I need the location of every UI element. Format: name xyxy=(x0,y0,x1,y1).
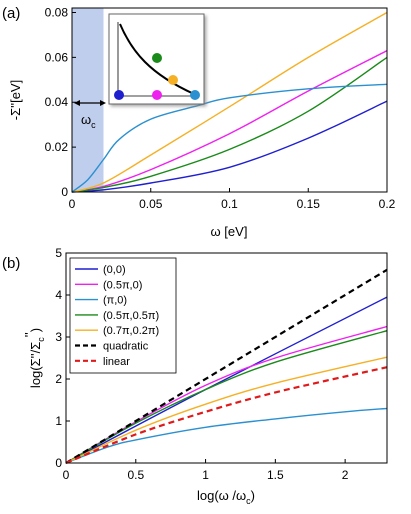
panel-b-legend: (0,0) (0.5π,0) (π,0) (0.5π,0.5π) (0.7π,0.2π)… xyxy=(69,257,177,374)
inset-marker-pi-0 xyxy=(190,90,200,100)
legend-label-4: (0.7π,0.2π) xyxy=(103,325,159,337)
panel-a-ytick-label: 0.06 xyxy=(45,50,69,64)
panel-b-xtick-label: 0 xyxy=(63,468,70,482)
panel-a-ytick-label: 0.08 xyxy=(45,5,69,19)
legend-label-2: (π,0) xyxy=(103,295,127,307)
panel-b-xlabel: log(ω /ωc) xyxy=(197,488,255,506)
omega-c-label: ωc xyxy=(81,112,96,130)
panel-b-xtick-label: 2 xyxy=(342,468,349,482)
panel-b-ylabel: log(Σ''/Σc'') xyxy=(22,328,46,388)
inset-marker-0-0 xyxy=(114,90,124,100)
legend-label-5: quadratic xyxy=(103,341,149,353)
panel-b-series-line-2 xyxy=(65,407,388,464)
panel-b-series-line-4 xyxy=(65,356,388,464)
panel-a-inset xyxy=(108,13,205,105)
panel-b-ticks: 0 0.5 1 1.5 2 0 1 2 3 4 5 xyxy=(55,246,348,482)
panel-a-ytick-label: 0.04 xyxy=(45,95,69,109)
panel-a-series-line-2 xyxy=(71,56,388,193)
omega-c-arrow xyxy=(74,100,106,106)
panel-a-series-line-4 xyxy=(71,83,388,193)
panel-b-series-line-6 xyxy=(65,366,388,465)
panel-a-series-line-1 xyxy=(71,49,388,193)
panel-b-series xyxy=(65,268,388,465)
panel-b-series-line-5 xyxy=(65,268,388,464)
panel-a-label: (a) xyxy=(2,5,20,22)
panel-b-ytick-label: 3 xyxy=(55,330,62,344)
panel-a-ticks: 0 0.05 0.1 0.15 0.2 0 0.02 0.04 0.06 0.08 xyxy=(45,5,396,211)
panel-b-label: (b) xyxy=(2,255,20,272)
panel-b-xtick-label: 1.5 xyxy=(267,468,284,482)
panel-b-xtick-label: 1 xyxy=(202,468,209,482)
inset-marker-0p5pi-0 xyxy=(152,90,162,100)
inset-marker-0p5pi-0p5pi xyxy=(152,53,162,63)
legend-label-3: (0.5π,0.5π) xyxy=(103,310,159,322)
panel-a-series-line-0 xyxy=(71,100,388,193)
panel-a-ytick-label: 0 xyxy=(61,185,68,199)
inset-fermi-surface xyxy=(119,23,195,95)
legend-label-6: linear xyxy=(103,356,130,368)
panel-b-ytick-label: 2 xyxy=(55,372,62,386)
panel-b-ytick-label: 5 xyxy=(55,246,62,260)
panel-a-series-line-3 xyxy=(71,11,388,193)
panel-a-xtick-label: 0.2 xyxy=(379,197,396,211)
panel-a-xtick-label: 0.1 xyxy=(221,197,238,211)
panel-b-ytick-label: 4 xyxy=(55,288,62,302)
panel-a-xtick-label: 0 xyxy=(69,197,76,211)
inset-marker-0p7pi-0p2pi xyxy=(168,75,178,85)
panel-a-ytick-label: 0.02 xyxy=(45,140,69,154)
panel-a-xtick-label: 0.05 xyxy=(139,197,163,211)
panel-a-axes-frame xyxy=(71,7,388,193)
panel-a-series xyxy=(71,11,388,193)
legend-label-0: (0,0) xyxy=(103,264,126,276)
panel-b-ytick-label: 0 xyxy=(55,456,62,470)
panel-a-xlabel: ω [eV] xyxy=(211,224,248,239)
panel-a-omega-c-shading xyxy=(72,8,104,192)
panel-b-series-line-3 xyxy=(65,330,388,464)
panel-b-axes-frame xyxy=(65,252,388,464)
panel-b-xtick-label: 0.5 xyxy=(127,468,144,482)
panel-b-ytick-label: 1 xyxy=(55,414,62,428)
panel-a-ylabel: -Σ''[eV] xyxy=(8,80,23,120)
panel-a-xtick-label: 0.15 xyxy=(297,197,321,211)
legend-label-1: (0.5π,0) xyxy=(103,279,142,291)
